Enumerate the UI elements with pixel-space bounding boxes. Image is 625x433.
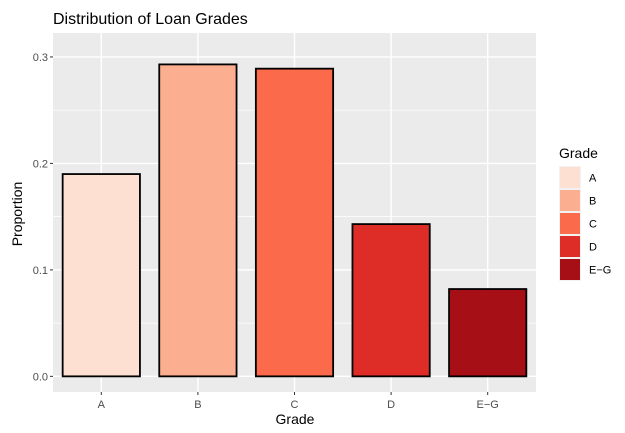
y-tick-label: 0.3 <box>33 52 48 64</box>
chart-title: Distribution of Loan Grades <box>53 11 248 28</box>
legend-title: Grade <box>559 145 598 161</box>
x-tick-label: E−G <box>477 399 499 411</box>
legend-swatch <box>560 213 580 234</box>
x-axis-title: Grade <box>276 411 315 427</box>
legend-label: C <box>589 219 597 231</box>
x-tick-label: C <box>291 399 299 411</box>
x-axis: A B C D E−G <box>98 392 499 411</box>
bar-b <box>158 63 238 378</box>
y-tick-label: 0.2 <box>33 158 48 170</box>
legend-swatch <box>560 236 580 257</box>
legend-label: B <box>589 196 596 208</box>
y-axis: 0.0 0.1 0.2 0.3 <box>33 52 53 383</box>
legend-label: A <box>589 173 597 185</box>
legend-swatch <box>560 259 580 280</box>
x-tick-label: D <box>387 399 395 411</box>
bar-c <box>254 67 335 378</box>
y-tick-label: 0.1 <box>33 265 48 277</box>
y-axis-title: Proportion <box>9 182 25 247</box>
bars <box>61 63 528 378</box>
legend-label: E−G <box>589 265 611 277</box>
legend-label: D <box>589 242 597 254</box>
bar-e-g <box>448 288 528 378</box>
x-tick-label: A <box>98 399 106 411</box>
bar-d <box>351 223 431 378</box>
y-tick-label: 0.0 <box>33 371 48 383</box>
legend-swatch <box>560 167 580 188</box>
x-tick-label: B <box>194 399 201 411</box>
bar-a <box>61 173 141 378</box>
legend-swatch <box>560 190 580 211</box>
